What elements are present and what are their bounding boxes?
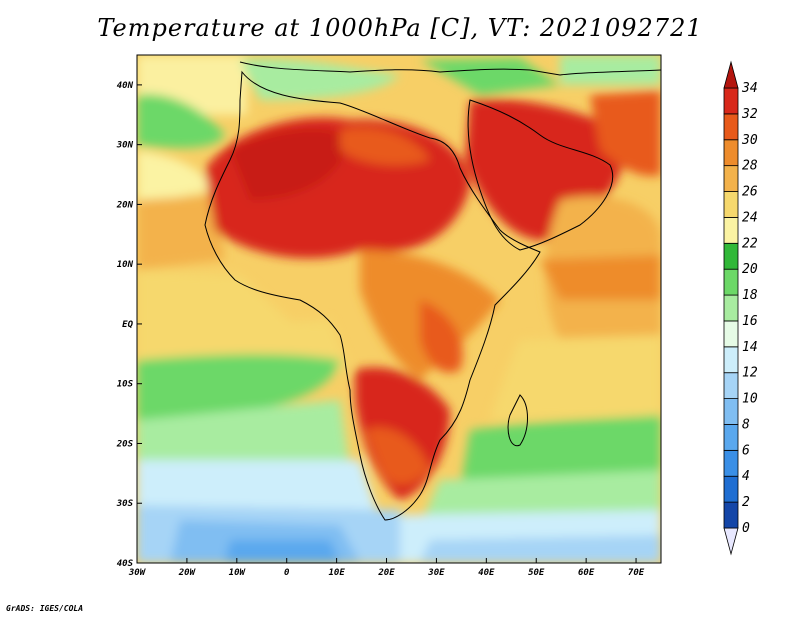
x-tick-label: 70E [628,568,645,578]
colorbar-swatch [723,372,739,399]
colorbar-swatch [723,398,739,425]
y-tick-label: 10N [117,260,134,270]
colorbar-swatch [723,165,739,192]
colorbar-label: 32 [741,107,758,122]
coastlines [204,61,661,521]
colorbar-swatch [723,139,739,167]
colorbar-swatch [723,191,739,218]
colorbar-label: 28 [742,159,758,174]
colorbar-label: 16 [742,314,758,329]
colorbar-swatch [723,475,739,503]
colorbar-swatch [723,527,739,556]
colorbar-label: 30 [741,133,758,148]
x-tick-label: 10E [328,568,345,578]
y-tick-label: 30S [116,499,134,509]
temperature-field [137,55,661,563]
y-axis-ticks: 40N 30N 20N 10N EQ 10S 20S 30S 40S [116,81,142,569]
colorbar-label: 34 [741,81,758,96]
colorbar-swatch [723,217,739,244]
x-tick-label: 30E [427,568,445,578]
colorbar-swatch [723,501,739,529]
colorbar-label: 14 [742,340,758,355]
map-title: Temperature at 1000hPa [C], VT: 20210927… [97,14,703,42]
x-tick-label: 10W [229,568,247,578]
x-tick-label: 0 [284,568,290,578]
y-tick-label: 20N [116,200,134,210]
colorbar-swatch [723,113,739,141]
colorbar-label: 2 [742,495,750,510]
colorbar-swatch [723,60,739,89]
colorbar-swatch [723,346,739,374]
x-tick-label: 50E [528,568,545,578]
colorbar-swatch [723,294,739,322]
colorbar-swatch [723,87,739,115]
x-tick-label: 20W [178,568,197,578]
colorbar-label: 10 [742,392,758,407]
x-axis-ticks: 30W 20W 10W 0 10E 20E 30E 40E 50E 60E 70E [128,558,645,578]
y-tick-label: EQ [122,320,133,330]
x-tick-label: 40E [478,568,495,578]
colorbar-swatch [723,320,739,348]
colorbar-swatch [723,449,739,477]
colorbar-label: 12 [742,366,758,381]
colorbar-label: 6 [742,443,750,458]
colorbar-label: 26 [742,185,758,200]
map-frame [136,54,662,564]
x-tick-label: 60E [578,568,595,578]
colorbar-label: 20 [742,262,758,277]
x-tick-label: 20E [377,568,395,578]
colorbar-label: 24 [742,210,758,225]
colorbar-swatch [723,242,739,270]
colorbar-label: 18 [742,288,758,303]
x-tick-label: 30W [128,568,147,578]
credit-text: GrADS: IGES/COLA [6,604,84,613]
colorbar-swatch [723,424,739,451]
y-tick-label: 30N [116,141,134,151]
y-tick-label: 40N [117,81,134,91]
colorbar-swatch [723,268,739,296]
colorbar-label: 8 [742,417,750,432]
y-tick-label: 20S [116,439,134,449]
y-tick-label: 40S [117,559,134,569]
colorbar-label: 22 [742,236,758,251]
colorbar-label: 4 [742,469,750,484]
colorbar-label: 0 [742,521,750,536]
y-tick-label: 10S [117,380,134,390]
